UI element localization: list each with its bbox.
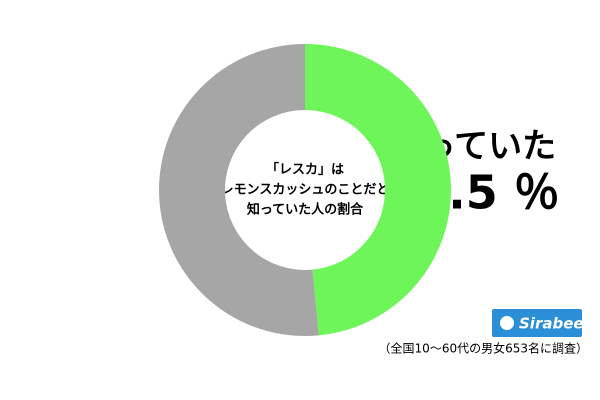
logo-box: [492, 309, 582, 337]
center-text: 知っていた人の割合: [247, 202, 364, 218]
logo-text: Sirabee: [519, 315, 584, 333]
center-text: 「レスカ」は: [266, 162, 344, 178]
footnote: （全国10〜60代の男女653名に調査）: [379, 341, 588, 356]
donut-slice: [305, 44, 451, 336]
center-text: レモンスカッシュのことだと: [221, 183, 390, 198]
donut-slice: [158, 44, 319, 336]
logo-icon: [500, 316, 514, 330]
